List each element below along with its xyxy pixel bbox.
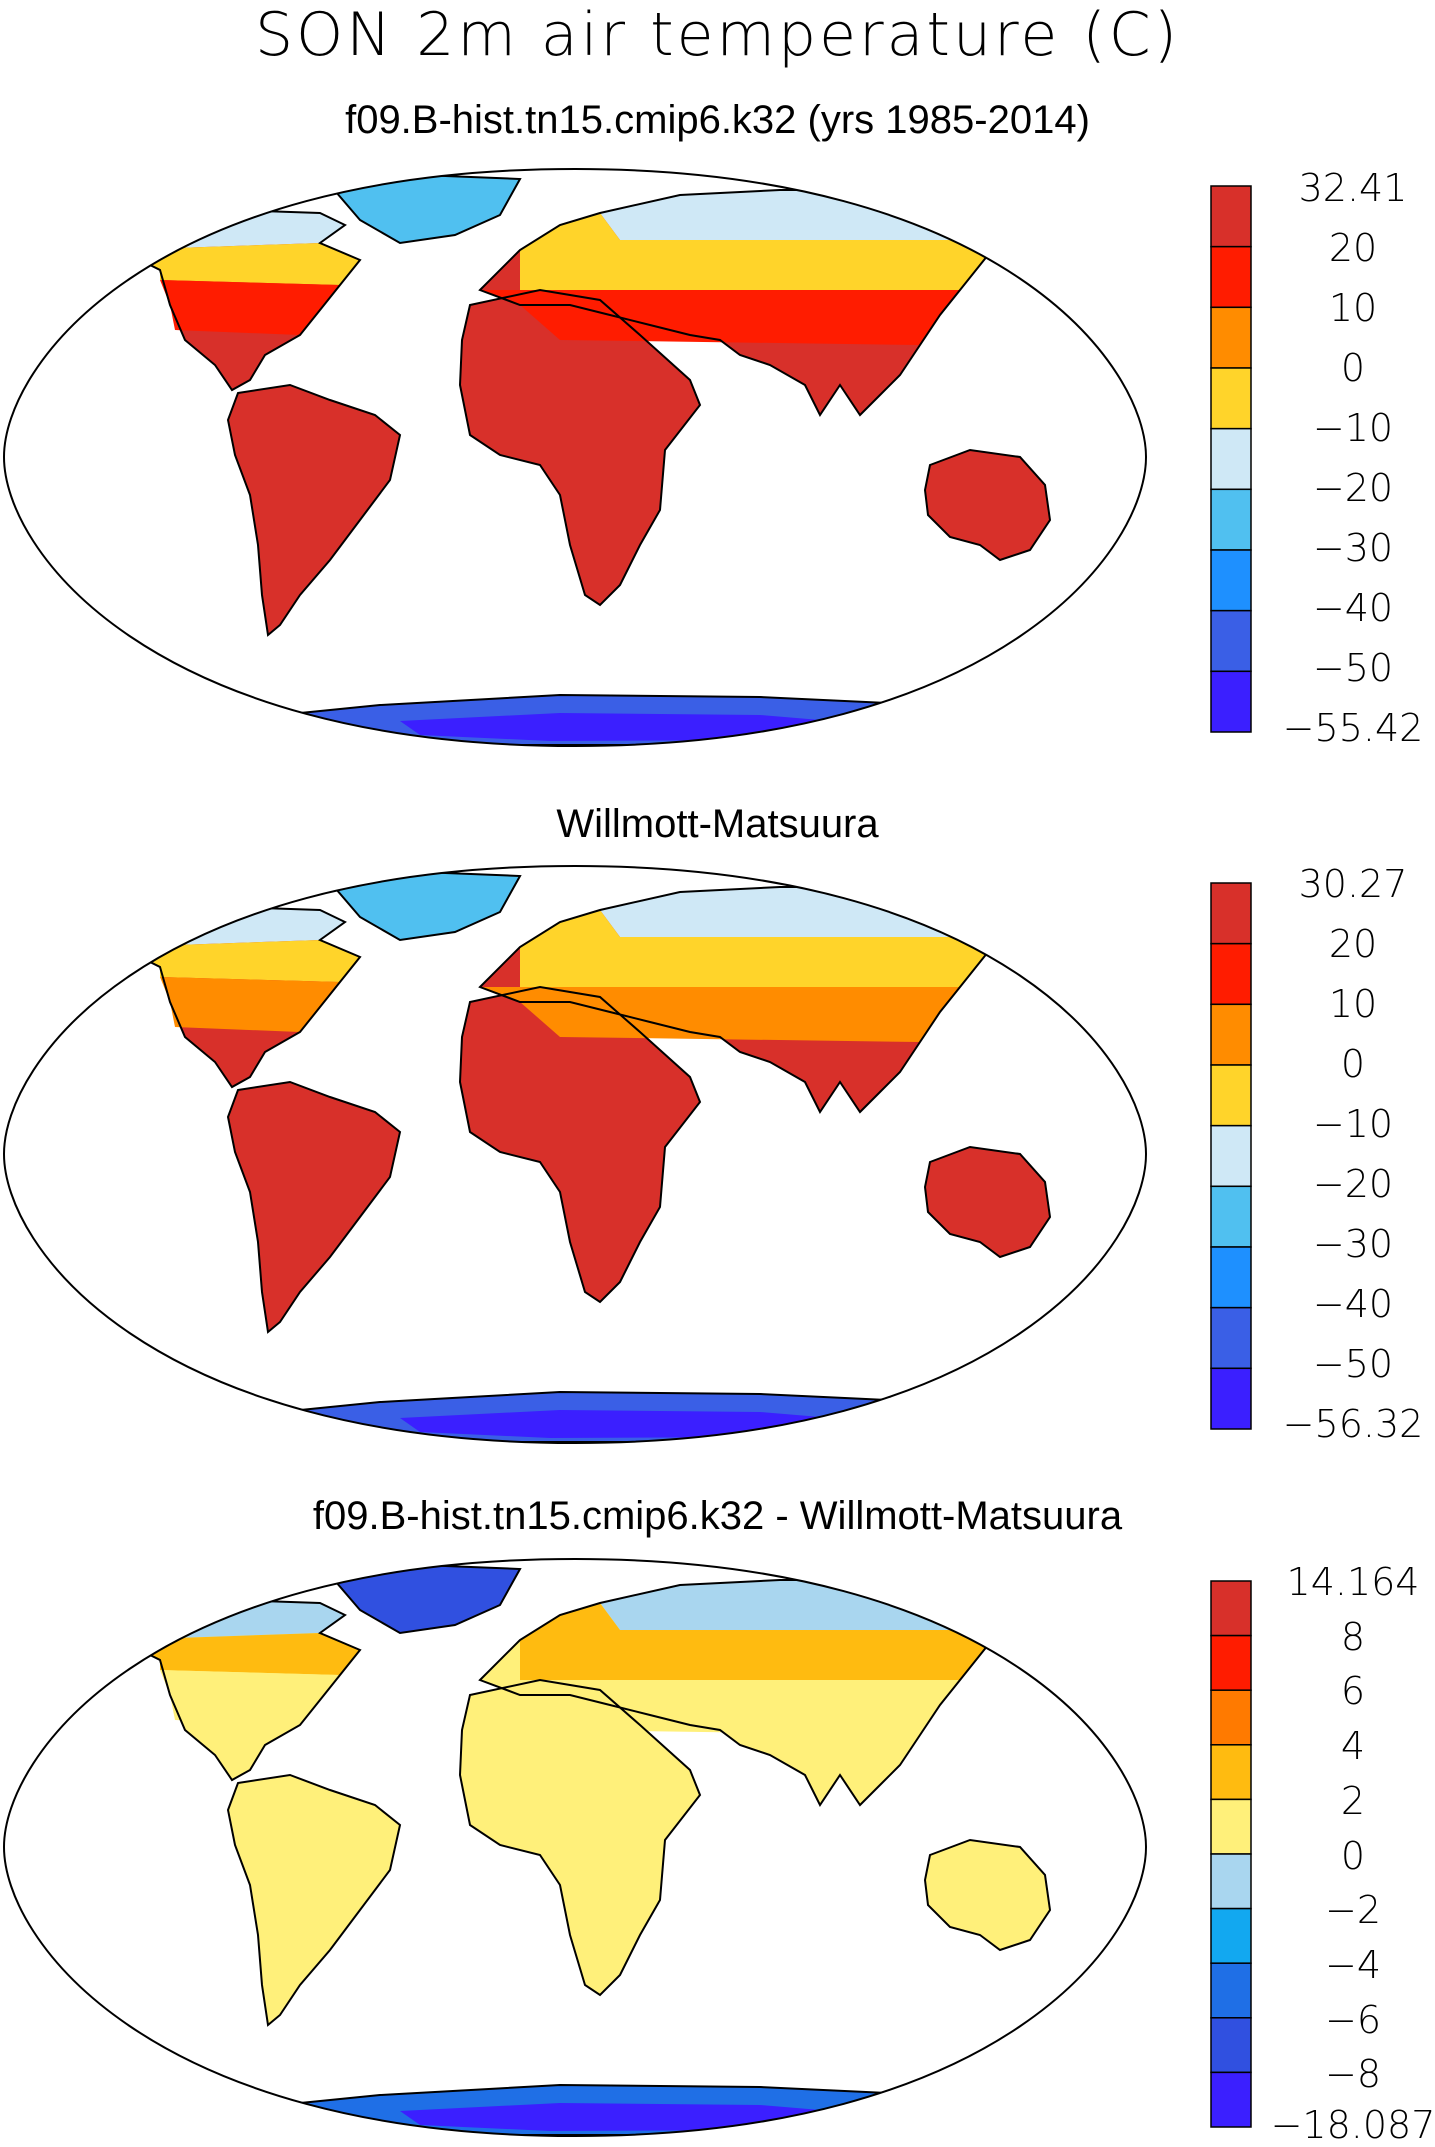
colorbar-swatch <box>1211 1065 1251 1126</box>
colorbar-swatch <box>1211 1126 1251 1187</box>
colorbar-tick-label: −40 <box>1268 588 1435 628</box>
colorbar-tick-label: −10 <box>1268 408 1435 448</box>
colorbar-tick-label: 20 <box>1268 924 1435 964</box>
colorbar-tick-label: 30.27 <box>1268 864 1435 904</box>
colorbar-swatch <box>1211 489 1251 550</box>
panel-1-title: f09.B-hist.tn15.cmip6.k32 (yrs 1985-2014… <box>0 96 1435 144</box>
colorbar-tick-label: −50 <box>1268 648 1435 688</box>
colorbar-tick-label: −30 <box>1268 1224 1435 1264</box>
colorbar-swatch <box>1211 1854 1251 1909</box>
colorbar-swatch <box>1211 2072 1251 2127</box>
figure-title: SON 2m air temperature (C) <box>0 0 1435 70</box>
colorbar-swatch <box>1211 1004 1251 1065</box>
colorbar-swatch <box>1211 883 1251 944</box>
colorbar-swatch <box>1211 611 1251 672</box>
colorbar-swatch <box>1211 1799 1251 1854</box>
colorbar-swatch <box>1211 1247 1251 1308</box>
colorbar-tick-label: −18.087 <box>1268 2105 1435 2145</box>
colorbar-tick-label: 20 <box>1268 228 1435 268</box>
colorbar-tick-label: 0 <box>1268 348 1435 388</box>
colorbar-tick-label: −6 <box>1268 2000 1435 2040</box>
colorbar-swatch <box>1211 1690 1251 1745</box>
colorbar-tick-label: −55.42 <box>1268 708 1435 748</box>
panel-1-map <box>0 165 1150 750</box>
colorbar-swatch <box>1211 2018 1251 2073</box>
colorbar-tick-label: −4 <box>1268 1945 1435 1985</box>
colorbar-swatch <box>1211 307 1251 368</box>
colorbar-swatch <box>1211 550 1251 611</box>
colorbar-tick-label: −8 <box>1268 2054 1435 2094</box>
colorbar-swatch <box>1211 1368 1251 1429</box>
colorbar-tick-label: 0 <box>1268 1044 1435 1084</box>
colorbar-tick-label: −50 <box>1268 1344 1435 1384</box>
colorbar-swatch <box>1211 1186 1251 1247</box>
panel-3-title: f09.B-hist.tn15.cmip6.k32 - Willmott-Mat… <box>0 1492 1435 1540</box>
colorbar-tick-label: 32.41 <box>1268 168 1435 208</box>
colorbar-swatch <box>1211 1308 1251 1369</box>
colorbar-swatch <box>1211 429 1251 490</box>
colorbar-swatch <box>1211 944 1251 1005</box>
colorbar-tick-label: 14.164 <box>1268 1562 1435 1602</box>
colorbar-tick-label: 6 <box>1268 1671 1435 1711</box>
panel-2-map <box>0 862 1150 1447</box>
colorbar-tick-label: −20 <box>1268 468 1435 508</box>
colorbar-swatch <box>1211 1581 1251 1636</box>
panel-3-map <box>0 1555 1150 2140</box>
colorbar-swatch <box>1211 368 1251 429</box>
panel-2-title: Willmott-Matsuura <box>0 800 1435 848</box>
colorbar-tick-label: 0 <box>1268 1836 1435 1876</box>
colorbar-swatch <box>1211 1909 1251 1964</box>
colorbar-tick-label: −10 <box>1268 1104 1435 1144</box>
colorbar-swatch <box>1211 1636 1251 1691</box>
colorbar-swatch <box>1211 186 1251 247</box>
colorbar-tick-label: −56.32 <box>1268 1404 1435 1444</box>
colorbar-swatch <box>1211 1745 1251 1800</box>
colorbar-tick-label: −40 <box>1268 1284 1435 1324</box>
colorbar-tick-label: 2 <box>1268 1781 1435 1821</box>
colorbar-tick-label: 10 <box>1268 984 1435 1024</box>
colorbar-tick-label: −2 <box>1268 1890 1435 1930</box>
colorbar-tick-label: 10 <box>1268 288 1435 328</box>
colorbar-tick-label: −30 <box>1268 528 1435 568</box>
colorbar-tick-label: 8 <box>1268 1617 1435 1657</box>
colorbar-swatch <box>1211 247 1251 308</box>
colorbar-swatch <box>1211 671 1251 732</box>
colorbar-swatch <box>1211 1963 1251 2018</box>
colorbar-tick-label: −20 <box>1268 1164 1435 1204</box>
colorbar-tick-label: 4 <box>1268 1726 1435 1766</box>
